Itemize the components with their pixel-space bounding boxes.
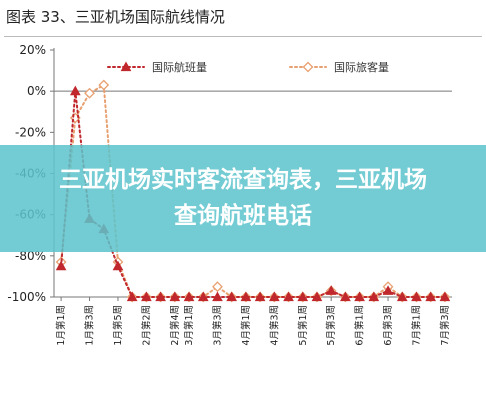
x-tick-label: 7月第3周 xyxy=(439,305,451,346)
data-point-flights xyxy=(69,85,81,96)
data-point-passengers xyxy=(302,61,314,73)
x-tick-label: 1月第1周 xyxy=(55,305,67,346)
legend-item-passengers-label: 国际旅客量 xyxy=(334,60,389,74)
y-tick-label: 20% xyxy=(19,43,46,57)
x-tick-label: 2月第2周 xyxy=(140,305,152,346)
legend: 国际航班量 国际旅客量 xyxy=(107,60,389,74)
data-point-flights xyxy=(411,291,422,302)
chart-title: 图表 33、三亚机场国际航线情况 xyxy=(6,8,225,26)
data-point-passengers xyxy=(84,87,95,99)
x-tick-label: 6月第3周 xyxy=(382,305,394,346)
data-point-flights xyxy=(297,291,309,302)
data-point-passengers xyxy=(98,79,110,91)
data-point-flights xyxy=(126,291,138,302)
data-point-flights xyxy=(354,291,365,302)
series-line-flights xyxy=(60,91,446,298)
data-point-flights xyxy=(325,285,337,295)
data-point-flights xyxy=(340,291,351,302)
x-tick-label: 5月第3周 xyxy=(325,305,337,346)
x-axis-ticks: 1月第1周 1月第3周 1月第5周 2月第2周 2月第4周 3月第1周 3月第3周 4月第1周… xyxy=(55,297,451,346)
legend-item-flights-label: 国际航班量 xyxy=(152,60,207,74)
y-tick-label: 0% xyxy=(27,84,46,98)
data-point-flights xyxy=(55,260,67,271)
x-tick-label: 3月第3周 xyxy=(211,305,223,346)
data-point-flights xyxy=(212,291,223,302)
x-tick-label: 3月第1周 xyxy=(183,305,195,346)
overlay-banner-text: 三亚机场实时客流查询表，三亚机场查询航班电话 xyxy=(59,167,427,229)
x-tick-label: 1月第3周 xyxy=(84,305,96,346)
title-divider xyxy=(4,36,482,37)
data-point-flights xyxy=(396,291,408,302)
series-layer xyxy=(55,79,451,303)
data-point-flights xyxy=(141,291,152,302)
data-point-flights xyxy=(155,291,166,302)
x-tick-label: 2月第4周 xyxy=(169,305,181,346)
x-tick-label: 1月第5周 xyxy=(112,305,124,346)
data-point-flights xyxy=(240,291,252,302)
data-point-passengers xyxy=(212,281,223,293)
data-point-flights xyxy=(112,260,124,271)
data-point-flights xyxy=(382,285,394,295)
data-point-flights xyxy=(439,291,451,302)
x-tick-label: 5月第1周 xyxy=(297,305,309,346)
x-tick-label: 7月第1周 xyxy=(410,305,422,346)
data-point-flights xyxy=(183,291,195,302)
data-point-flights xyxy=(197,291,209,302)
data-point-flights xyxy=(226,291,238,302)
data-point-flights xyxy=(169,291,181,302)
data-point-flights xyxy=(425,291,437,302)
data-point-flights xyxy=(120,61,132,72)
data-point-flights xyxy=(368,291,380,302)
x-tick-label: 4月第3周 xyxy=(268,305,280,346)
y-tick-label: -20% xyxy=(15,125,46,139)
x-tick-label: 6月第1周 xyxy=(354,305,366,346)
y-tick-label: -80% xyxy=(15,249,46,263)
data-point-flights xyxy=(283,291,294,302)
data-point-flights xyxy=(311,291,323,302)
data-point-flights xyxy=(268,291,280,302)
data-point-flights xyxy=(254,291,266,302)
x-tick-label: 4月第1周 xyxy=(240,305,252,346)
y-tick-label: -100% xyxy=(7,290,46,304)
overlay-banner: 三亚机场实时客流查询表，三亚机场查询航班电话 xyxy=(0,145,486,252)
